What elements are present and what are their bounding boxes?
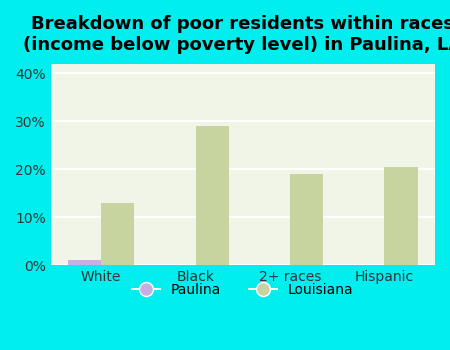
Bar [290,174,323,265]
Title: Breakdown of poor residents within races
(income below poverty level) in Paulina: Breakdown of poor residents within races… [23,15,450,54]
Bar [196,126,229,265]
Bar [68,260,101,265]
Bar [101,203,134,265]
Legend: Paulina, Louisiana: Paulina, Louisiana [126,278,359,302]
Bar [384,167,418,265]
